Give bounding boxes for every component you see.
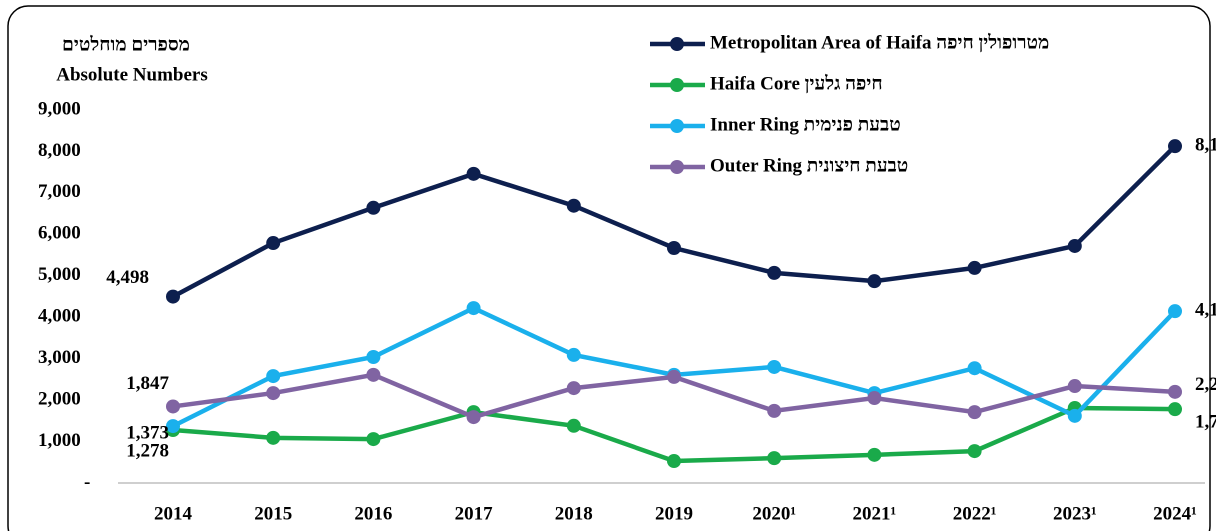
data-point bbox=[867, 391, 882, 406]
data-point bbox=[1067, 238, 1082, 253]
x-tick-label: 2017 bbox=[455, 503, 494, 524]
y-title-en: Absolute Numbers bbox=[56, 64, 207, 85]
data-point bbox=[967, 444, 982, 459]
data-point bbox=[466, 410, 481, 425]
y-tick-label: 5,000 bbox=[38, 264, 81, 285]
data-point bbox=[667, 454, 681, 469]
data-point bbox=[566, 347, 581, 362]
y-tick-label: 6,000 bbox=[38, 223, 81, 244]
x-tick-label: 2019 bbox=[655, 503, 693, 524]
data-point bbox=[767, 359, 782, 374]
data-point bbox=[1168, 304, 1182, 319]
data-point bbox=[1067, 379, 1082, 394]
data-point bbox=[867, 274, 882, 289]
value-label: 4,498 bbox=[106, 267, 149, 288]
data-point bbox=[266, 386, 281, 401]
legend-marker bbox=[670, 37, 684, 51]
data-point bbox=[466, 301, 481, 316]
data-point bbox=[1168, 139, 1182, 154]
data-point bbox=[366, 350, 381, 365]
data-point bbox=[1168, 402, 1182, 417]
legend-marker bbox=[670, 78, 684, 92]
data-point bbox=[566, 198, 581, 213]
data-point bbox=[767, 265, 782, 280]
data-point bbox=[1168, 384, 1182, 399]
legend-marker bbox=[670, 119, 684, 133]
x-tick-label: 2020¹ bbox=[752, 503, 796, 524]
y-tick-label: 9,000 bbox=[38, 98, 81, 119]
data-point bbox=[266, 430, 281, 445]
value-label: 1,782 bbox=[1195, 412, 1216, 433]
y-tick-label: 2,000 bbox=[38, 388, 81, 409]
data-point bbox=[166, 399, 180, 414]
data-point bbox=[466, 166, 481, 181]
data-point bbox=[366, 200, 381, 215]
y-tick-label: - bbox=[84, 471, 90, 492]
y-tick-label: 3,000 bbox=[38, 347, 81, 368]
data-point bbox=[1067, 408, 1082, 423]
data-point bbox=[967, 405, 982, 420]
data-point bbox=[366, 367, 381, 382]
data-point bbox=[967, 361, 982, 376]
data-point bbox=[967, 260, 982, 275]
value-label: 4,146 bbox=[1195, 300, 1216, 321]
legend-label: Haifa Core חיפה גלעין bbox=[710, 73, 883, 94]
x-tick-label: 2024¹ bbox=[1153, 503, 1197, 524]
value-label: 1,847 bbox=[126, 373, 169, 394]
value-label: 1,373 bbox=[126, 422, 169, 443]
y-tick-label: 8,000 bbox=[38, 140, 81, 161]
data-point bbox=[667, 369, 681, 384]
x-tick-label: 2014 bbox=[154, 503, 193, 524]
data-point bbox=[566, 381, 581, 396]
data-point bbox=[266, 236, 281, 251]
data-point bbox=[667, 241, 681, 256]
data-point bbox=[767, 403, 782, 418]
value-label: 1,278 bbox=[126, 440, 169, 461]
legend-label: Metropolitan Area of Haifa מטרופולין חיפ… bbox=[710, 32, 1049, 53]
y-tick-label: 1,000 bbox=[38, 430, 81, 451]
data-point bbox=[166, 289, 180, 304]
data-point bbox=[767, 451, 782, 466]
legend-label: Outer Ring טבעת חיצונית bbox=[710, 155, 908, 176]
x-tick-label: 2015 bbox=[254, 503, 292, 524]
y-title-he: מספרים מוחלטים bbox=[62, 34, 190, 55]
x-tick-label: 2021¹ bbox=[853, 503, 897, 524]
data-point bbox=[366, 432, 381, 447]
x-tick-label: 2023¹ bbox=[1053, 503, 1097, 524]
value-label: 8,128 bbox=[1195, 134, 1216, 155]
data-point bbox=[266, 369, 281, 384]
legend-label: Inner Ring טבעת פנימית bbox=[710, 114, 901, 135]
x-tick-label: 2022¹ bbox=[953, 503, 997, 524]
x-tick-label: 2016 bbox=[354, 503, 392, 524]
data-point bbox=[867, 447, 882, 462]
data-point bbox=[166, 419, 180, 434]
y-tick-label: 4,000 bbox=[38, 306, 81, 327]
x-tick-label: 2018 bbox=[555, 503, 593, 524]
y-tick-label: 7,000 bbox=[38, 181, 81, 202]
legend-marker bbox=[670, 160, 684, 174]
chart-frame bbox=[7, 5, 1211, 531]
data-point bbox=[566, 418, 581, 433]
value-label: 2,200 bbox=[1195, 374, 1216, 395]
